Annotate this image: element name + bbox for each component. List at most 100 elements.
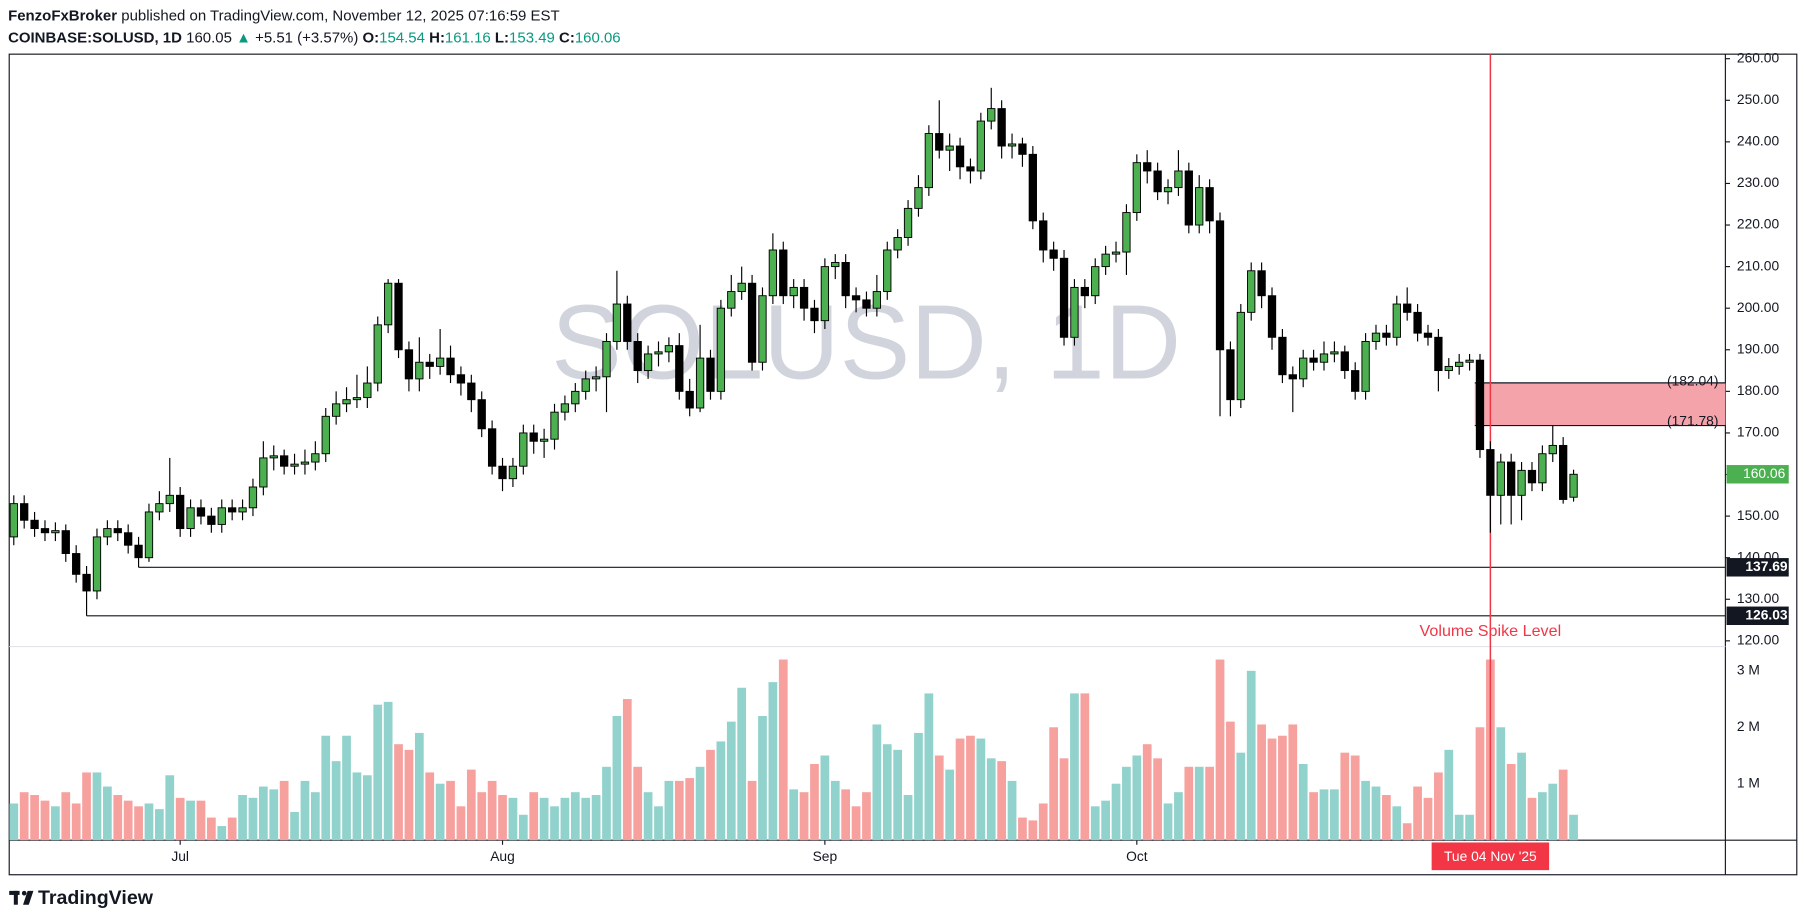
candle-body: [529, 432, 538, 442]
volume-bar: [1246, 670, 1256, 841]
y-tick-label: 130.00: [1737, 590, 1780, 606]
volume-bar: [1194, 766, 1204, 841]
candle-body: [872, 291, 882, 309]
volume-bar: [716, 741, 726, 841]
candle-body: [1028, 153, 1037, 222]
volume-bar: [331, 761, 341, 841]
volume-bar: [1496, 727, 1506, 841]
volume-bar: [51, 806, 60, 841]
ohlc-label: L:: [494, 28, 510, 47]
volume-bar: [71, 803, 81, 841]
volume-bar: [1267, 738, 1277, 841]
volume-bar: [643, 792, 653, 841]
volume-bar: [1236, 752, 1246, 841]
volume-bar: [1361, 780, 1370, 841]
candle-body: [1091, 266, 1100, 297]
candle-body: [1569, 473, 1578, 498]
volume-bar: [82, 772, 91, 841]
candle-body: [508, 465, 518, 480]
volume-bar: [1257, 724, 1266, 841]
candle-body: [207, 515, 216, 525]
volume-bar: [1174, 792, 1183, 841]
x-tick-label: Aug: [490, 848, 515, 864]
volume-bar: [1475, 727, 1485, 841]
candle-body: [1153, 170, 1162, 193]
volume-bar: [487, 780, 497, 841]
ohlc-label: O:: [362, 28, 380, 47]
candle-body: [1278, 336, 1287, 376]
candle-body: [113, 528, 122, 534]
volume-bar: [279, 780, 289, 841]
candle-body: [217, 507, 226, 525]
volume-bar: [851, 806, 861, 841]
candle-body: [1215, 220, 1225, 351]
volume-bar: [300, 780, 310, 841]
ohlc-value: 161.16: [444, 28, 491, 47]
volume-bar: [238, 795, 247, 841]
candle-body: [1226, 349, 1235, 401]
candle-body: [404, 349, 414, 380]
candle-body: [1486, 449, 1495, 496]
change-arrow: ▲: [236, 28, 251, 47]
candle-body: [1236, 311, 1245, 401]
candle-body: [1080, 286, 1089, 297]
last-price: 160.05: [186, 28, 232, 47]
zone-label: (182.04): [1667, 372, 1718, 388]
volume-bar: [1049, 727, 1059, 841]
candle-body: [1413, 311, 1422, 334]
volume-bar: [477, 792, 487, 841]
candle-body: [1309, 357, 1318, 363]
candle-body: [643, 353, 653, 372]
candle-body: [799, 286, 809, 309]
volume-bar: [196, 800, 206, 841]
volume-bar: [383, 701, 393, 841]
candle-body: [1018, 143, 1027, 155]
y-tick-label: 220.00: [1737, 216, 1780, 232]
volume-bar: [352, 772, 362, 841]
volume-bar: [1059, 758, 1069, 841]
candle-body: [311, 453, 320, 463]
candle-body: [924, 133, 934, 189]
volume-bar: [1413, 786, 1422, 841]
volume-bar: [1319, 789, 1329, 841]
candle-body: [1319, 353, 1329, 363]
y-tick-label: 150.00: [1737, 507, 1780, 523]
volume-bar: [737, 687, 747, 841]
candle-body: [976, 120, 985, 172]
candle-body: [914, 187, 923, 209]
y-tick-label: 120.00: [1737, 632, 1780, 648]
candle-body: [1101, 253, 1110, 268]
candle-body: [394, 282, 403, 351]
candle-body: [581, 378, 590, 392]
y-tick-label: 200.00: [1737, 299, 1780, 315]
candle-body: [51, 530, 60, 534]
candle-body: [363, 382, 372, 399]
volume-bar: [1288, 724, 1298, 841]
candle-body: [477, 399, 486, 430]
candle-body: [1247, 270, 1256, 313]
symbol: COINBASE:SOLUSD, 1D: [8, 28, 182, 47]
volume-bar: [1142, 744, 1152, 841]
candle-body: [851, 295, 861, 301]
y-tick-label: 210.00: [1737, 257, 1780, 273]
volume-bar: [425, 772, 435, 841]
candle-body: [1288, 374, 1297, 380]
candle-body: [727, 291, 736, 309]
candle-body: [1507, 461, 1516, 496]
volume-bar: [570, 792, 580, 841]
last-price-bg: [1726, 465, 1789, 484]
volume-bar: [882, 744, 892, 841]
volume-bar: [622, 699, 632, 841]
volume-bar: [685, 778, 695, 841]
ohlc-label: C:: [559, 28, 575, 47]
volume-bar: [1101, 800, 1110, 841]
volume-bar: [581, 797, 591, 841]
candle-body: [1299, 357, 1308, 380]
candle-body: [1361, 341, 1370, 392]
volume-bar: [903, 795, 913, 841]
volume-bar: [1382, 795, 1391, 841]
candle-body: [1475, 359, 1485, 451]
volume-bar: [778, 659, 788, 841]
candle-body: [425, 361, 434, 367]
